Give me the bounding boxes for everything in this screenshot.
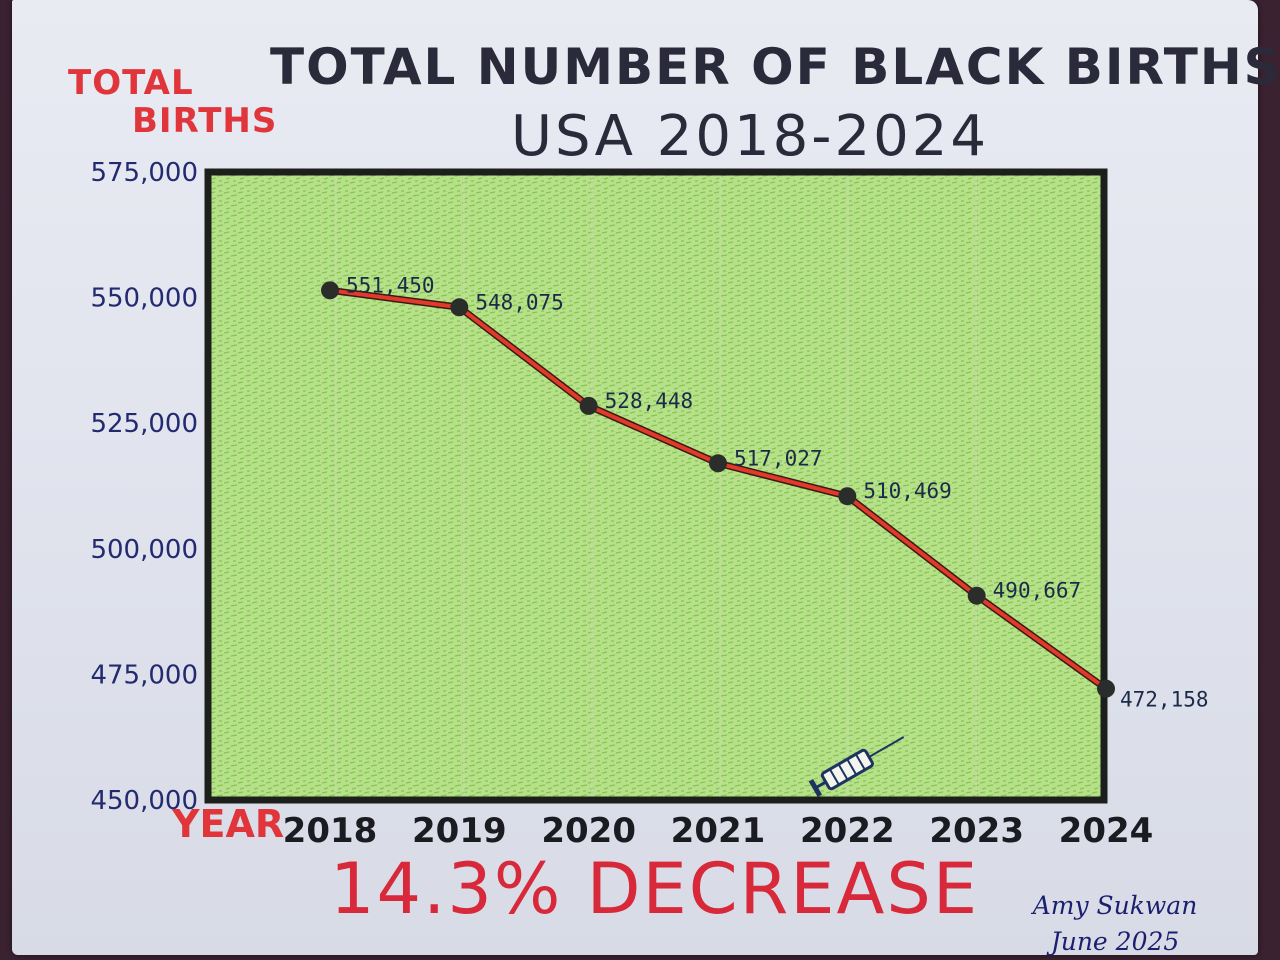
data-label: 510,469 [863,479,952,503]
x-tick-label: 2024 [1059,811,1154,851]
chart-subtitle: USA 2018-2024 [511,104,989,169]
x-tick-label: 2022 [800,811,895,851]
x-tick-label: 2021 [671,811,766,851]
x-tick-label: 2020 [541,811,636,851]
y-tick-label: 525,000 [90,409,198,439]
decrease-annotation: 14.3% DECREASE [330,848,980,930]
x-tick-label: 2023 [929,811,1024,851]
data-label: 548,075 [475,290,564,314]
data-point [321,281,339,300]
data-point [450,298,469,317]
y-axis-label-line-2: BIRTHS [132,101,278,141]
plot-area [208,172,1104,800]
chart-title: TOTAL NUMBER OF BLACK BIRTHS [270,38,1280,96]
y-axis-label: TOTAL BIRTHS [68,63,278,141]
data-label: 517,027 [734,446,823,470]
data-label: 528,448 [605,389,694,413]
data-point [579,396,598,415]
x-axis-label: YEAR [172,802,285,846]
data-point [1097,679,1115,698]
signature-name: Amy Sukwan [1032,891,1198,920]
data-label: 490,667 [993,579,1082,603]
data-label: 551,450 [346,273,435,297]
signature: Amy Sukwan June 2025 [1020,888,1210,960]
y-tick-label: 575,000 [90,158,198,188]
data-label: 472,158 [1120,688,1209,712]
x-tick-label: 2018 [283,811,378,851]
y-tick-label: 500,000 [90,535,198,565]
y-tick-label: 450,000 [90,786,198,816]
x-tick-label: 2019 [412,811,507,851]
y-axis-label-line-1: TOTAL [68,63,194,103]
y-tick-label: 550,000 [90,284,198,314]
signature-date: June 2025 [1050,927,1180,956]
syringe-icon [808,736,905,798]
data-point [838,487,857,506]
data-point [967,586,986,605]
data-point [709,454,727,473]
y-tick-label: 475,000 [90,660,198,690]
plot-frame [204,168,1108,804]
